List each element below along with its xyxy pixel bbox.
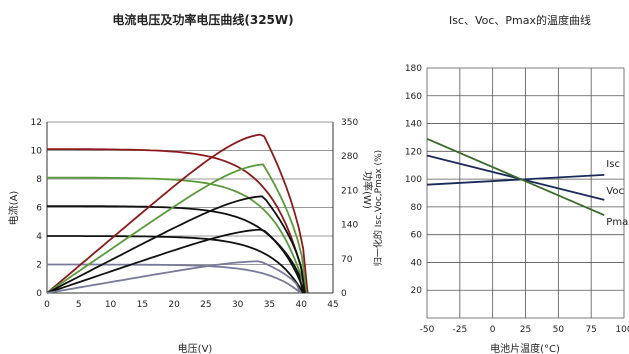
- iv-power-curves: [46, 133, 309, 294]
- temp-series-isc: [426, 174, 605, 186]
- iv-y2-tick-label: 210: [341, 186, 358, 196]
- iv-x-tick-label: 10: [105, 300, 117, 310]
- temp-y-tick-label: 140: [405, 120, 422, 130]
- temp-series-label-pmax: Pmax: [606, 217, 629, 228]
- iv-y2-axis-label: 功率(W): [361, 171, 374, 209]
- iv-power-curve: [46, 195, 306, 294]
- temp-series-label-voc: Voc: [606, 186, 624, 197]
- temp-y-tick-label: 40: [411, 258, 423, 268]
- iv-y-axis-label: 电流(A): [7, 191, 20, 226]
- iv-power-curve: [46, 133, 309, 294]
- temp-x-tick-label: 75: [585, 325, 596, 335]
- iv-current-curve: [47, 176, 308, 294]
- iv-power-curve: [46, 228, 304, 294]
- iv-chart: 电流电压及功率电压曲线(325W) 0 5 10 15 20 25 30 35 40 450246…: [7, 12, 374, 354]
- temp-y-axis-label: 归一化的 Isc,Voc,Pmax (%): [372, 150, 384, 266]
- temp-x-tick-label: 100: [615, 325, 629, 335]
- temp-y-tick-label: 160: [405, 92, 422, 102]
- iv-current-curve: [47, 263, 302, 294]
- iv-y-tick-label: 4: [36, 232, 42, 242]
- iv-y-tick-label: 2: [36, 261, 42, 271]
- iv-y-tick-label: 10: [31, 147, 43, 157]
- iv-y-tick-label: 6: [36, 204, 42, 214]
- iv-x-tick-label: 5: [76, 300, 82, 310]
- iv-y2-tick-label: 70: [341, 255, 353, 265]
- temp-y-tick-label: 120: [405, 147, 422, 157]
- iv-x-axis-label: 电压(V): [178, 342, 213, 354]
- temp-chart: Isc、Voc、Pmax的温度曲线 -50 -25 0 25 50 75 100 20 40 60…: [372, 13, 629, 354]
- iv-x-tick-label: 0: [44, 300, 50, 310]
- temp-x-tick-label: -25: [452, 325, 467, 335]
- temp-y-tick-label: 80: [411, 203, 423, 213]
- temp-y-tick-label: 100: [405, 175, 422, 185]
- iv-x-tick-label: 35: [264, 300, 275, 310]
- temp-y-tick-label: 180: [405, 64, 422, 74]
- iv-y-tick-label: 0: [36, 289, 42, 299]
- temp-y-tick-label: 20: [411, 286, 423, 296]
- temp-x-axis-label: 电池片温度(°C): [490, 342, 560, 354]
- iv-chart-title: 电流电压及功率电压曲线(325W): [112, 12, 293, 27]
- temp-y-tick-label: 60: [411, 231, 423, 241]
- temp-tick-labels: -50 -25 0 25 50 75 100 20 40 60 80 100 120 140 160 180: [405, 64, 629, 335]
- iv-y2-tick-label: 350: [341, 118, 358, 128]
- iv-x-tick-label: 20: [168, 300, 180, 310]
- temp-x-tick-label: 50: [553, 325, 565, 335]
- iv-power-curve: [46, 260, 302, 294]
- iv-current-curve: [47, 235, 304, 294]
- iv-x-tick-label: 30: [232, 300, 244, 310]
- temp-series: [426, 137, 605, 217]
- iv-x-tick-label: 25: [200, 300, 211, 310]
- iv-y-tick-label: 12: [31, 118, 42, 128]
- iv-x-tick-label: 40: [295, 300, 307, 310]
- temp-grid: [426, 67, 625, 319]
- temp-x-tick-label: 0: [490, 325, 496, 335]
- iv-current-curve: [47, 148, 309, 294]
- iv-y2-tick-label: 0: [341, 289, 347, 299]
- iv-y2-tick-label: 280: [341, 152, 358, 162]
- temp-x-tick-label: -50: [420, 325, 435, 335]
- iv-x-tick-label: 45: [327, 300, 338, 310]
- iv-x-tick-label: 15: [137, 300, 148, 310]
- temp-chart-title: Isc、Voc、Pmax的温度曲线: [449, 13, 591, 27]
- iv-y-tick-label: 8: [36, 175, 42, 185]
- iv-grid: [47, 121, 333, 294]
- iv-y2-tick-label: 140: [341, 221, 358, 231]
- iv-power-curve: [46, 163, 308, 294]
- temp-series-label-isc: Isc: [606, 159, 620, 170]
- temp-series-labels: Isc Voc Pmax: [606, 159, 629, 228]
- iv-tick-labels: 0 5 10 15 20 25 30 35 40 450246810120701402102803…: [31, 118, 359, 310]
- temp-series-pmax: [426, 137, 605, 217]
- temp-x-tick-label: 25: [520, 325, 531, 335]
